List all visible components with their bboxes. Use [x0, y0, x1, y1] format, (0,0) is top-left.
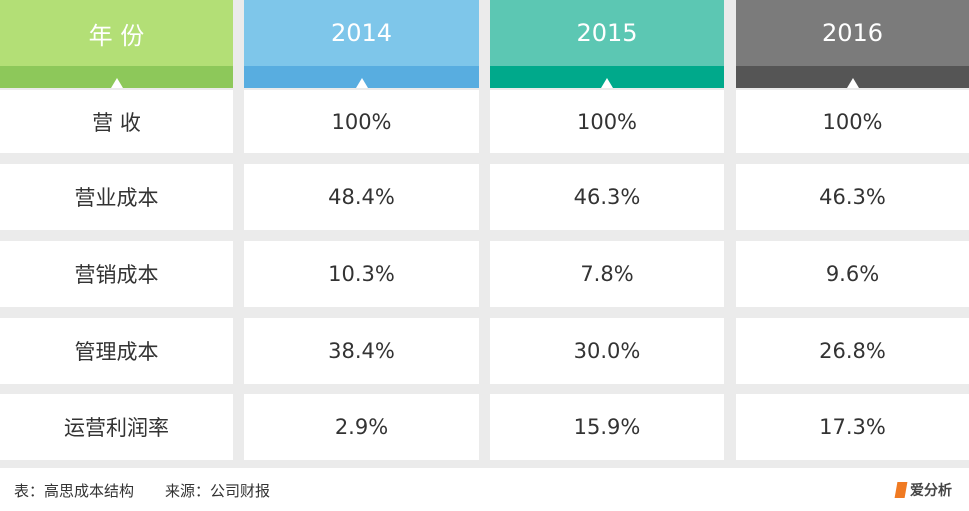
footer: 表：高思成本结构 来源：公司财报 爱分析 [0, 468, 969, 511]
header-strip [244, 66, 479, 88]
header-notch [846, 78, 859, 88]
logo: 爱分析 [910, 483, 952, 499]
row-label: 营销成本 [0, 241, 233, 307]
value-cell: 10.3% [244, 241, 479, 307]
source: 来源：公司财报 [165, 482, 271, 500]
row-label: 营 收 [0, 90, 233, 153]
value-cell: 17.3% [736, 394, 969, 460]
value-cell: 7.8% [490, 241, 724, 307]
header-notch [110, 78, 123, 88]
header-label: 2016 [736, 0, 969, 66]
value-cell: 100% [244, 90, 479, 153]
value-cell: 46.3% [490, 164, 724, 230]
header-cell: 2014 [244, 0, 479, 88]
caption: 表：高思成本结构 [14, 482, 135, 500]
value-cell: 100% [736, 90, 969, 153]
header-notch [601, 78, 613, 88]
value-cell: 48.4% [244, 164, 479, 230]
row-label: 营业成本 [0, 164, 233, 230]
value-cell: 38.4% [244, 318, 479, 384]
header-cell: 2016 [736, 0, 969, 88]
header-cell: 2015 [490, 0, 724, 88]
value-cell: 46.3% [736, 164, 969, 230]
header-label: 年 份 [0, 0, 233, 66]
header-label: 2015 [490, 0, 724, 66]
header-label: 2014 [244, 0, 479, 66]
value-cell: 26.8% [736, 318, 969, 384]
header-notch [355, 78, 368, 88]
value-cell: 2.9% [244, 394, 479, 460]
value-cell: 100% [490, 90, 724, 153]
header-cell: 年 份 [0, 0, 233, 88]
value-cell: 9.6% [736, 241, 969, 307]
value-cell: 15.9% [490, 394, 724, 460]
header-strip [490, 66, 724, 88]
row-label: 管理成本 [0, 318, 233, 384]
value-cell: 30.0% [490, 318, 724, 384]
row-label: 运营利润率 [0, 394, 233, 460]
header-strip [0, 66, 233, 88]
logo-icon [894, 482, 908, 498]
header-strip [736, 66, 969, 88]
